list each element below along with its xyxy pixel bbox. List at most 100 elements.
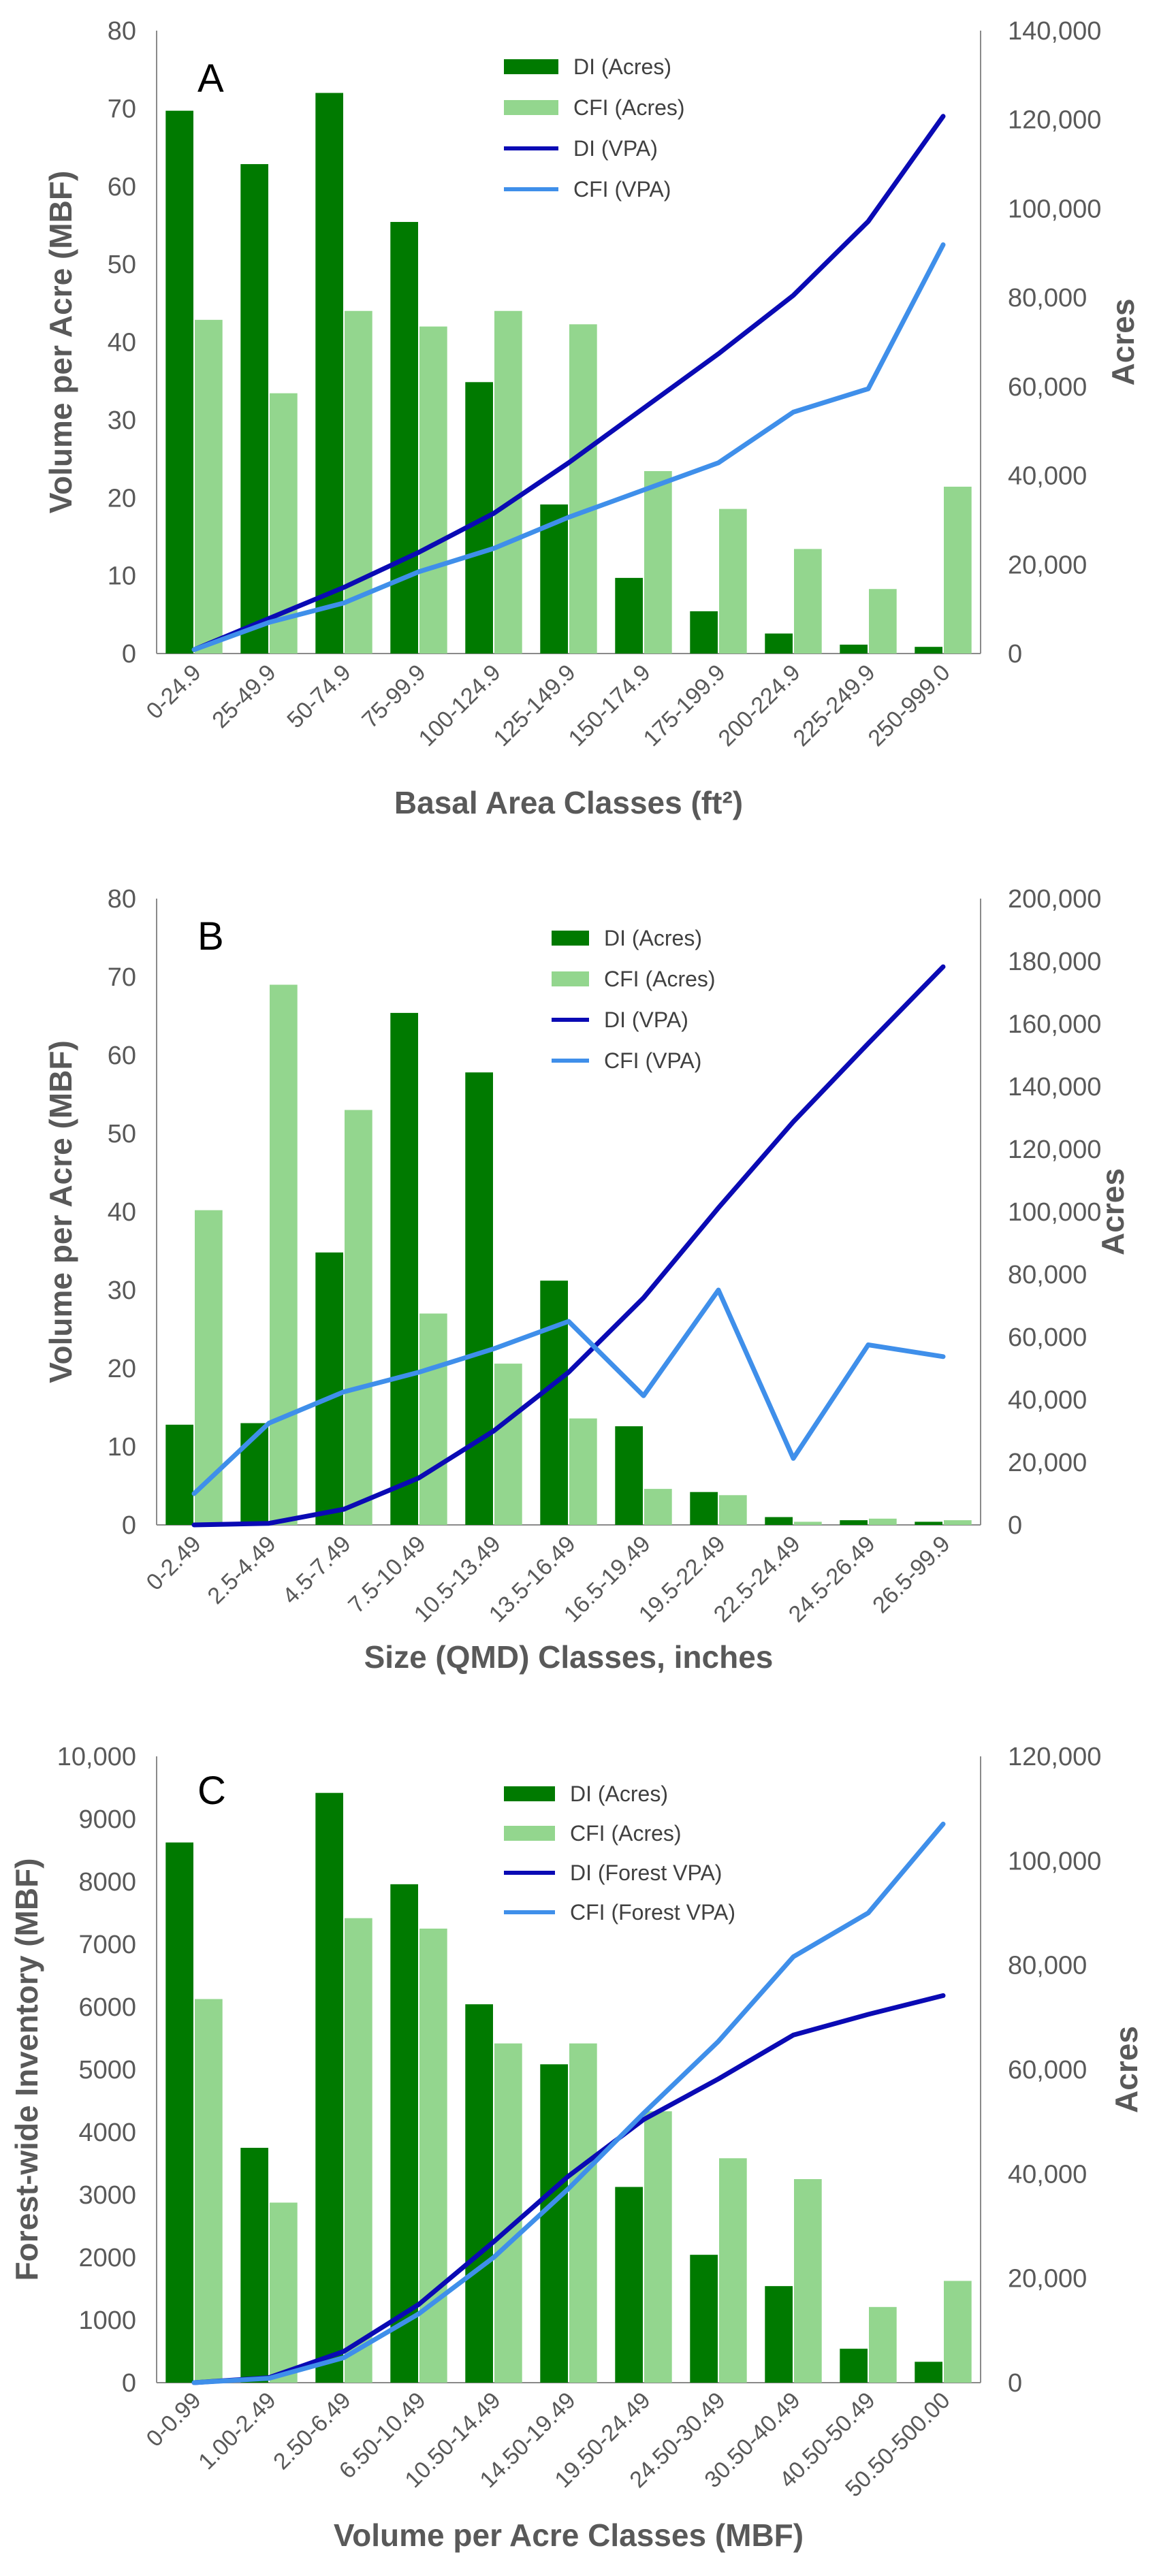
y-axis-title: Forest-wide Inventory (MBF) (9, 1858, 44, 2281)
bar-cfi-acres (345, 1918, 372, 2383)
bar-cfi-acres (494, 1364, 522, 1525)
bar-di-acres (240, 1423, 268, 1525)
y-axis-title: Volume per Acre (MBF) (43, 171, 78, 514)
y-tick-left: 70 (108, 95, 136, 123)
bar-di-acres (615, 577, 643, 654)
y-tick-left: 20 (108, 484, 136, 513)
y-tick-right: 80,000 (1008, 1261, 1087, 1289)
legend-marker-cfi-acres (552, 971, 589, 986)
legend-marker-di-acres (504, 59, 558, 74)
bar-di-acres (315, 1792, 343, 2383)
y-tick-left: 10 (108, 1433, 136, 1462)
bar-cfi-acres (644, 2111, 672, 2383)
bar-cfi-acres (944, 486, 972, 654)
bar-di-acres (690, 2255, 718, 2383)
y-tick-left: 1000 (78, 2306, 136, 2335)
legend-label: DI (Acres) (604, 926, 702, 950)
bar-di-acres (165, 1424, 193, 1525)
y-tick-left: 30 (108, 1276, 136, 1305)
bar-di-acres (915, 2362, 942, 2383)
legend-label: DI (VPA) (573, 136, 658, 161)
bar-di-acres (690, 611, 718, 654)
legend-label: CFI (VPA) (573, 177, 671, 202)
bar-di-acres (315, 93, 343, 654)
bar-di-acres (390, 222, 418, 654)
y-tick-right: 60,000 (1008, 373, 1087, 402)
legend-marker-di-acres (504, 1786, 555, 1801)
legend-label: CFI (Acres) (604, 967, 716, 991)
y-tick-right: 0 (1008, 1511, 1022, 1540)
line-cfi-vpa (191, 1821, 946, 2385)
bar-di-acres (165, 110, 193, 654)
y-tick-right: 100,000 (1008, 1847, 1101, 1875)
bar-cfi-acres (644, 1489, 672, 1525)
y-tick-right: 140,000 (1008, 17, 1101, 46)
legend-label: CFI (VPA) (604, 1048, 701, 1073)
bar-di-acres (465, 2004, 493, 2383)
legend-marker-di-acres (552, 931, 589, 946)
bar-cfi-acres (719, 2158, 747, 2383)
bar-di-acres (540, 1281, 568, 1525)
bar-cfi-acres (944, 1520, 972, 1525)
legend-marker-cfi-acres (504, 1826, 555, 1841)
y-tick-left: 80 (108, 17, 136, 46)
y-tick-left: 20 (108, 1355, 136, 1383)
bar-di-acres (240, 164, 268, 654)
panel-label: A (197, 57, 224, 101)
legend-label: CFI (Forest VPA) (570, 1900, 735, 1925)
y-tick-left: 60 (108, 1042, 136, 1070)
bar-cfi-acres (419, 1313, 447, 1525)
y2-axis-title: Acres (1095, 1168, 1130, 1255)
y-tick-right: 120,000 (1008, 106, 1101, 135)
legend-label: DI (Acres) (573, 54, 671, 79)
y-tick-right: 120,000 (1008, 1136, 1101, 1164)
y2-axis-title: Acres (1109, 2026, 1144, 2113)
bar-cfi-acres (195, 1999, 223, 2383)
bar-di-acres (765, 1517, 793, 1525)
y-tick-left: 7000 (78, 1931, 136, 1959)
bar-di-acres (915, 1522, 942, 1525)
line-cfi-vpa (191, 242, 946, 652)
bar-cfi-acres (719, 1495, 747, 1525)
line-cfi-vpa (191, 1287, 946, 1496)
bar-cfi-acres (794, 1522, 822, 1525)
panel-label: C (197, 1769, 226, 1813)
bar-cfi-acres (345, 1110, 372, 1525)
y2-axis-title: Acres (1105, 299, 1141, 386)
y-tick-left: 50 (108, 251, 136, 279)
y-tick-right: 40,000 (1008, 462, 1087, 491)
bar-di-acres (465, 1072, 493, 1525)
line-di-vpa (191, 964, 946, 1528)
y-tick-right: 200,000 (1008, 885, 1101, 914)
y-tick-left: 40 (108, 1198, 136, 1227)
legend-label: DI (Acres) (570, 1782, 668, 1806)
bar-di-acres (765, 633, 793, 654)
y-tick-left: 10,000 (57, 1743, 136, 1771)
bar-di-acres (615, 1426, 643, 1525)
y-tick-left: 60 (108, 173, 136, 202)
y-tick-right: 40,000 (1008, 2160, 1087, 2189)
y-axis-title: Volume per Acre (MBF) (43, 1040, 78, 1383)
y-tick-right: 100,000 (1008, 1198, 1101, 1227)
x-axis-title: Volume per Acre Classes (MBF) (334, 2517, 804, 2553)
bar-cfi-acres (794, 549, 822, 654)
legend-label: DI (VPA) (604, 1008, 688, 1032)
y-tick-left: 3000 (78, 2181, 136, 2210)
bar-cfi-acres (569, 324, 597, 654)
y-tick-left: 0 (122, 640, 136, 669)
y-tick-right: 80,000 (1008, 1952, 1087, 1980)
bar-cfi-acres (719, 509, 747, 654)
y-tick-left: 4000 (78, 2119, 136, 2147)
bar-cfi-acres (195, 319, 223, 654)
bar-di-acres (240, 2148, 268, 2383)
y-tick-right: 120,000 (1008, 1743, 1101, 1771)
bar-di-acres (840, 644, 868, 654)
y-tick-right: 60,000 (1008, 2056, 1087, 2084)
x-axis-title: Size (QMD) Classes, inches (364, 1639, 774, 1675)
bar-cfi-acres (869, 589, 897, 654)
bar-di-acres (840, 2349, 868, 2383)
y-tick-left: 30 (108, 406, 136, 435)
legend-marker-cfi-acres (504, 100, 558, 115)
y-tick-right: 160,000 (1008, 1010, 1101, 1039)
